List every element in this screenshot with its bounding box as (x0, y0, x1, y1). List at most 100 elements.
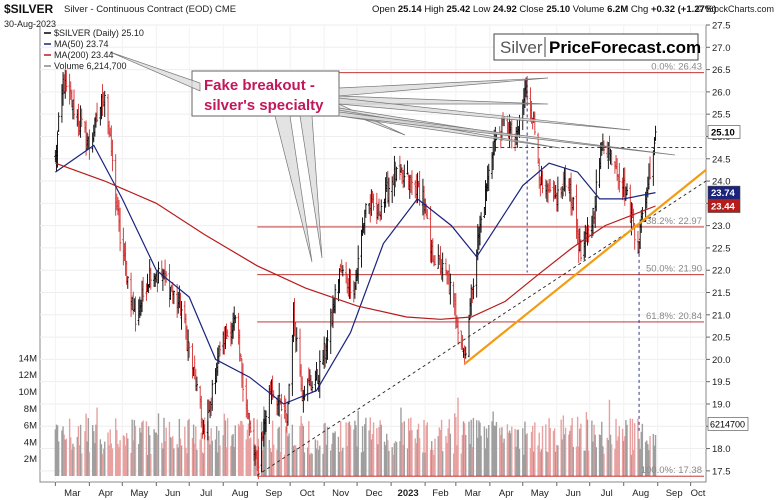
volume-bar (334, 431, 336, 476)
annotation-callout (338, 77, 549, 97)
volume-bar (549, 427, 551, 476)
volume-bar (402, 445, 404, 476)
volume-bar (502, 442, 504, 476)
volume-bar (370, 439, 373, 476)
volume-bar (518, 448, 521, 476)
instrument-name: Silver - Continuous Contract (EOD) CME (64, 4, 236, 15)
volume-label: Volume (572, 4, 605, 15)
volume-bar (387, 440, 389, 476)
volume-bar (70, 437, 72, 476)
volume-bar (80, 453, 83, 476)
volume-bar (409, 430, 411, 476)
volume-bar (180, 445, 183, 476)
volume-bar (348, 421, 351, 476)
volume-bar (301, 423, 303, 476)
volume-bar (73, 446, 75, 476)
volume-bar (170, 438, 173, 476)
volume-bar (322, 453, 324, 476)
ohlc-summary: Open 25.14 High 25.42 Low 24.92 Close 25… (372, 4, 716, 15)
volume-bar (461, 434, 464, 476)
price-tick-label: 18.0 (712, 444, 731, 455)
volume-bar (108, 445, 110, 476)
volume-bar (192, 424, 195, 476)
legend-entry: $SILVER (Daily) 25.10 (54, 28, 144, 38)
price-tick-label: 19.0 (712, 399, 731, 410)
month-label: Jun (566, 488, 581, 499)
volume-bar (571, 418, 573, 476)
volume-bar (184, 426, 186, 476)
volume-bar (145, 421, 148, 476)
volume-bar (179, 438, 182, 476)
volume-bar (207, 420, 209, 476)
volume-bar (447, 428, 449, 476)
volume-tick-label: 2M (24, 454, 37, 465)
volume-bar (63, 434, 65, 476)
volume-bar (401, 422, 403, 476)
volume-bar (483, 426, 486, 476)
month-label: 2023 (398, 488, 419, 499)
volume-bar (299, 425, 301, 476)
volume-bar (439, 429, 442, 476)
volume-bar (71, 449, 73, 476)
volume-bar (621, 428, 624, 476)
volume-bar (384, 445, 387, 476)
volume-bar (515, 446, 517, 476)
volume-bar (410, 417, 412, 476)
volume-tick-label: 4M (24, 437, 37, 448)
volume-bar (164, 441, 166, 476)
orange-support-line (463, 169, 707, 365)
volume-bar (365, 417, 367, 476)
volume-bar (210, 428, 212, 476)
volume-bar (338, 451, 341, 476)
ma200-line (55, 162, 656, 320)
volume-bar (626, 424, 628, 476)
volume-bar (223, 413, 226, 476)
volume-bar (141, 422, 143, 476)
volume-bar (632, 449, 635, 476)
volume-bar (610, 444, 613, 476)
volume-bar (325, 444, 328, 476)
volume-bar (188, 418, 190, 476)
price-tick-label: 26.5 (712, 65, 731, 76)
legend-entry: MA(200) 23.44 (54, 50, 114, 60)
volume-bar (539, 451, 542, 476)
annotation: Fake breakout - silver's specialty (109, 51, 676, 263)
annotation-line-2: silver's specialty (204, 97, 324, 114)
volume-bar (294, 445, 297, 476)
volume-bar (130, 452, 132, 476)
volume-bar (218, 430, 220, 476)
volume-bar (609, 434, 612, 476)
volume-bar (76, 437, 79, 476)
volume-bar (226, 418, 229, 476)
volume-bar (500, 434, 502, 476)
watermark-site: PriceForecast.com (549, 38, 701, 57)
volume-bar (78, 445, 81, 476)
volume-bar (516, 429, 518, 476)
volume-bar (72, 443, 74, 476)
volume-bar (101, 454, 104, 476)
volume-bar (84, 431, 86, 476)
volume-bar (426, 422, 429, 476)
month-label: May (130, 488, 148, 499)
volume-bar (376, 428, 378, 476)
volume-bar (479, 422, 481, 476)
volume-bar (307, 447, 309, 476)
volume-bar (161, 442, 163, 476)
volume-bar (552, 431, 555, 476)
volume-bar (371, 434, 374, 476)
volume-bar (525, 434, 527, 476)
fib-label: 38.2%: 22.97 (646, 216, 702, 227)
volume-bar (362, 451, 365, 476)
volume-bar (102, 448, 105, 476)
volume-bar (283, 454, 286, 476)
volume-bar (531, 425, 534, 476)
volume-bar (601, 421, 603, 476)
volume-bar (556, 445, 558, 476)
volume-bar (248, 438, 251, 476)
volume-bar (273, 444, 275, 476)
volume-bar (86, 441, 88, 476)
volume-bar (599, 435, 602, 476)
volume-bar (165, 427, 167, 476)
volume-bar (386, 433, 388, 476)
